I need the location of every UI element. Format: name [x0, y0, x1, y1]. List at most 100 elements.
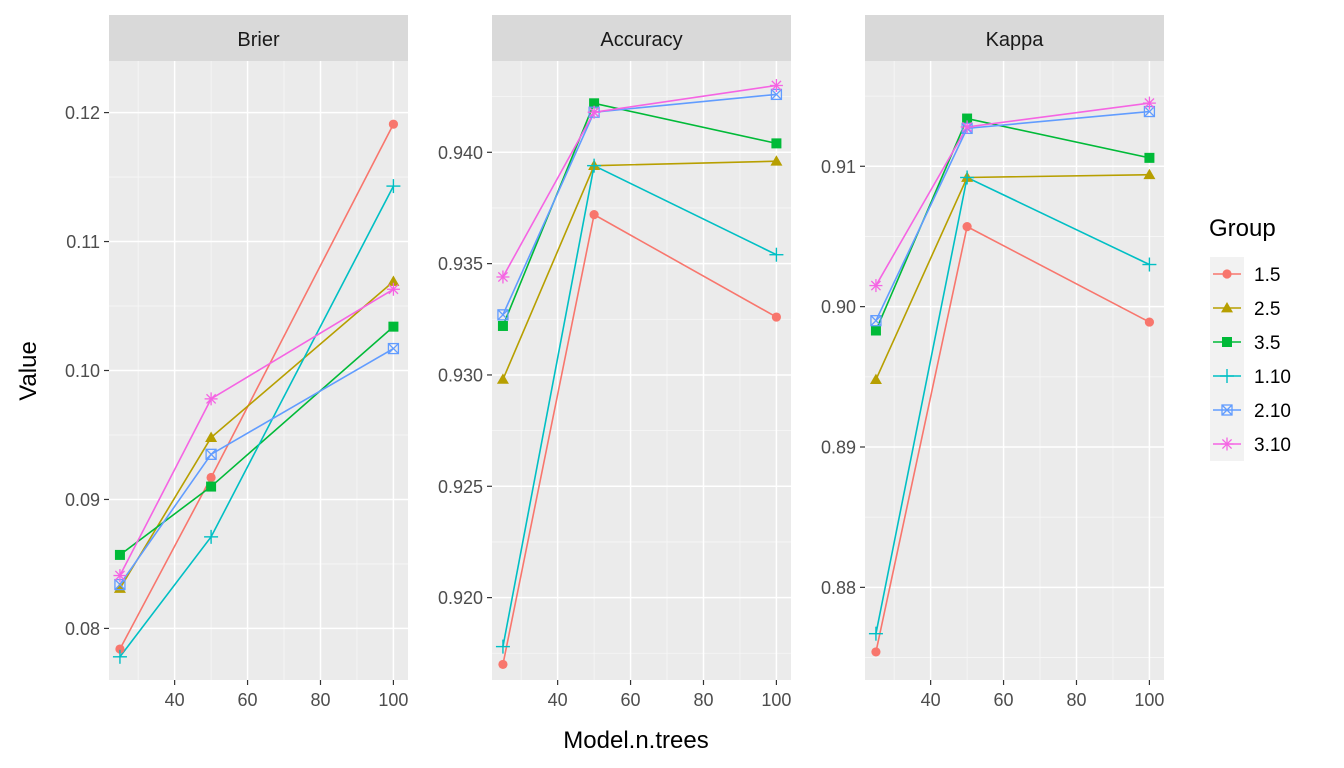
panel-accuracy-x-tick-label: 80	[693, 690, 713, 710]
panel-kappa-point-2-10	[870, 315, 882, 327]
panel-brier-x-tick-label: 100	[378, 690, 408, 710]
panel-brier-point-3-5	[114, 549, 125, 560]
panel-accuracy-point-2-5	[496, 373, 509, 384]
legend-key-symbol	[1222, 337, 1232, 347]
panel-kappa-series-points	[868, 96, 1157, 657]
legend-title: Group	[1209, 215, 1276, 242]
panel-brier-y-tick-label: 0.10	[65, 361, 100, 381]
panel-accuracy-point-2-10	[497, 309, 509, 321]
panel-kappa-point-3-10	[960, 120, 974, 134]
panel-accuracy-point-3-5	[497, 320, 508, 331]
panel-brier-title: Brier	[237, 29, 280, 51]
panel-accuracy-point-3-5	[589, 98, 600, 109]
legend-entry: 1.5	[1210, 257, 1280, 291]
panel-accuracy-point-3-10	[496, 270, 510, 284]
x-axis-title: Model.n.trees	[563, 727, 708, 754]
panel-brier-y-tick-label: 0.12	[65, 103, 100, 123]
panel-kappa-point-1-5	[962, 222, 972, 232]
panel-accuracy-point-1-5	[498, 659, 508, 670]
panel-brier-point-3-5	[206, 481, 217, 492]
panel-kappa-point-1-5	[871, 647, 881, 657]
panel-kappa-point-2-5	[869, 373, 882, 385]
legend-key-symbol	[1222, 269, 1232, 279]
legend-key-symbol	[1220, 369, 1234, 383]
panel-brier-x-tick-label: 60	[238, 690, 258, 710]
legend-label: 3.5	[1254, 333, 1280, 354]
panel-accuracy-point-1-5	[589, 210, 599, 220]
legend-entry: 1.10	[1210, 359, 1291, 393]
legend-label: 2.10	[1254, 401, 1291, 422]
panel-kappa-strip	[865, 15, 1164, 61]
panel-brier-y-tick-label: 0.11	[66, 232, 100, 252]
panel-accuracy-point-3-5	[771, 138, 782, 149]
panel-brier-point-3-10	[386, 282, 400, 296]
panel-brier-point-2-5	[113, 582, 126, 593]
panel-accuracy-point-3-10	[587, 105, 601, 119]
panel-accuracy-y-tick-label: 0.930	[438, 365, 483, 385]
panel-kappa-x-tick-label: 40	[921, 690, 941, 710]
legend-label: 3.10	[1254, 435, 1291, 456]
panel-kappa-y-tick-label: 0.90	[821, 297, 856, 317]
panel-accuracy-y-tick-label: 0.925	[438, 477, 483, 497]
panel-brier-point-3-5	[388, 321, 399, 332]
panel-brier-point-2-5	[205, 431, 218, 442]
legend-entry: 2.5	[1210, 291, 1280, 325]
panel-brier-x-tick-label: 80	[310, 690, 330, 710]
panel-brier-point-2-5	[387, 275, 400, 286]
panel-accuracy-y-tick-label: 0.920	[438, 588, 483, 608]
panel-brier-y-tick-label: 0.09	[65, 490, 100, 510]
panel-accuracy-x-tick-label: 40	[548, 690, 568, 710]
panel-accuracy-y-tick-label: 0.940	[438, 143, 483, 163]
panel-accuracy-x-tick-label: 60	[621, 690, 641, 710]
panel-accuracy-point-1-10	[495, 639, 510, 654]
panel-accuracy-point-1-10	[769, 247, 784, 262]
panel-accuracy-background	[492, 61, 791, 680]
legend-label: 1.5	[1254, 265, 1280, 286]
legend-label: 1.10	[1254, 367, 1291, 388]
panel-kappa-x-tick-label: 80	[1066, 690, 1086, 710]
panel-accuracy-point-1-5	[771, 312, 782, 322]
panel-accuracy-point-1-10	[587, 158, 602, 173]
panel-kappa-x-tick-label: 60	[994, 690, 1014, 710]
panel-accuracy-point-3-10	[769, 78, 783, 92]
panel-accuracy-y-tick-label: 0.935	[438, 254, 483, 274]
panel-kappa-point-1-5	[1144, 317, 1155, 327]
panel-kappa-grid	[865, 61, 1164, 680]
panel-brier-point-2-10	[387, 342, 400, 355]
panel-brier-point-1-10	[204, 529, 219, 544]
panel-brier-point-1-10	[112, 649, 127, 664]
panel-kappa-point-1-10	[868, 626, 883, 641]
legend-entry: 2.10	[1210, 393, 1291, 427]
panel-accuracy-strip	[492, 15, 791, 61]
panel-kappa-point-2-5	[1143, 168, 1156, 180]
panel-brier-y-tick-label: 0.08	[65, 619, 100, 639]
panel-brier-point-1-5	[206, 472, 216, 483]
y-axis-title: Value	[15, 341, 42, 401]
panel-accuracy-series-points	[495, 78, 784, 670]
panel-kappa-x-tick-label: 100	[1134, 690, 1164, 710]
panel-accuracy-title: Accuracy	[600, 29, 682, 51]
panel-kappa-title: Kappa	[986, 29, 1045, 51]
panel-brier-point-2-10	[205, 448, 217, 460]
legend-entry: 3.5	[1210, 325, 1280, 359]
legend-label: 2.5	[1254, 299, 1280, 320]
panel-kappa-point-3-10	[869, 279, 883, 293]
panel-kappa-point-3-5	[870, 325, 881, 336]
panel-kappa-background	[865, 61, 1164, 680]
panel-kappa-point-1-10	[960, 170, 975, 185]
panel-brier-point-1-10	[386, 179, 401, 194]
panel-brier-point-1-5	[388, 119, 399, 129]
legend-key-symbol	[1221, 404, 1233, 416]
panel-brier-x-tick-label: 40	[165, 690, 185, 710]
legend-key-symbol	[1221, 302, 1233, 313]
panel-kappa-y-tick-label: 0.89	[821, 437, 856, 457]
panel-kappa-y-tick-label: 0.88	[821, 578, 856, 598]
panel-brier: Brier 0.08 0.09 0.10 0.11 0.12 40 60 80 100	[65, 15, 408, 710]
panel-kappa-y-tick-label: 0.91	[821, 157, 856, 177]
legend: Group 1.5 2.5 3.5 1.10 2.10 3.10	[1209, 215, 1291, 461]
panel-accuracy-x-tick-label: 100	[761, 690, 791, 710]
panel-kappa-point-1-10	[1142, 257, 1157, 272]
panel-accuracy: Accuracy 0.920 0.925 0.930 0.935 0.940 40 60 80 1…	[438, 15, 791, 710]
